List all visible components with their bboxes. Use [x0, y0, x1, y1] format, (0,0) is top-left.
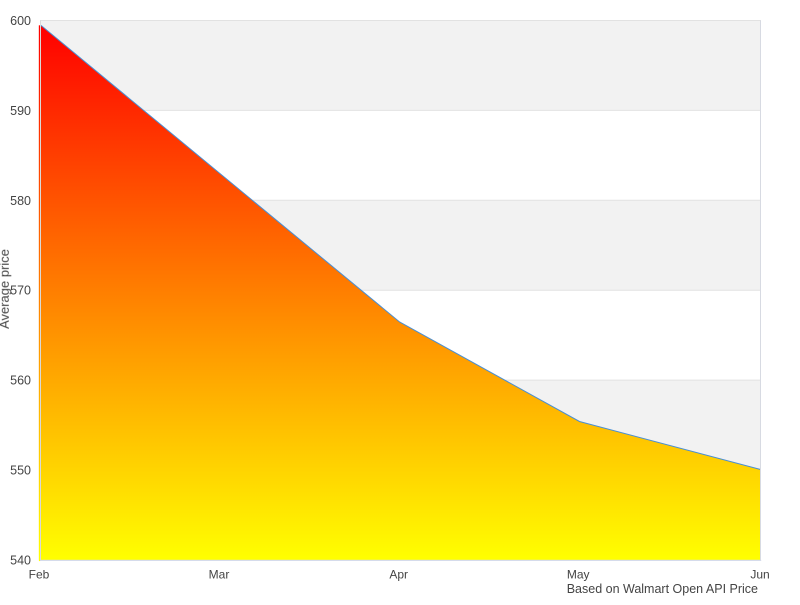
svg-text:Feb: Feb	[29, 568, 50, 582]
svg-text:580: 580	[10, 194, 31, 208]
svg-text:540: 540	[10, 553, 31, 567]
svg-text:Based on Walmart Open API Pric: Based on Walmart Open API Price	[567, 582, 758, 596]
svg-text:Apr: Apr	[389, 568, 408, 582]
svg-text:550: 550	[10, 464, 31, 478]
svg-text:Jun: Jun	[750, 568, 769, 582]
svg-text:600: 600	[10, 14, 31, 28]
svg-text:Average price: Average price	[0, 249, 12, 329]
svg-text:590: 590	[10, 104, 31, 118]
svg-text:May: May	[567, 568, 590, 582]
svg-text:570: 570	[10, 284, 31, 298]
svg-text:560: 560	[10, 374, 31, 388]
svg-text:Mar: Mar	[209, 568, 230, 582]
